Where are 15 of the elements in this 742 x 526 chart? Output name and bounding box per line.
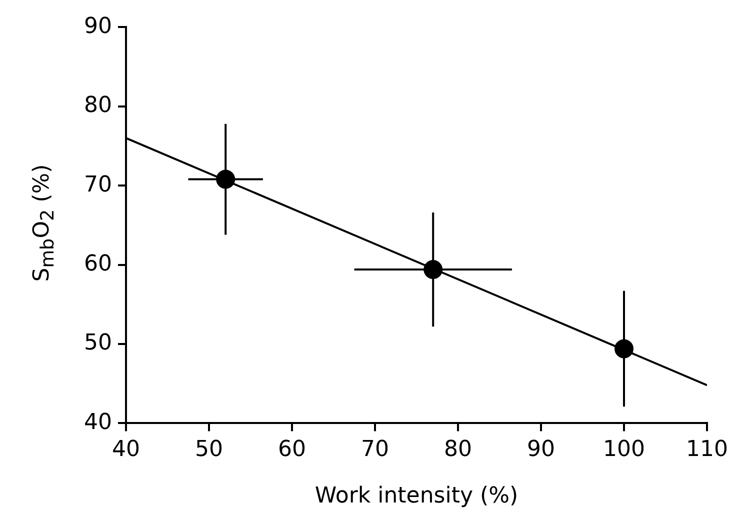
x-tick-label: 70 bbox=[361, 437, 389, 462]
x-tick-label: 50 bbox=[194, 437, 223, 462]
x-tick-label: 90 bbox=[527, 437, 555, 462]
x-tick-label: 80 bbox=[444, 437, 472, 462]
y-tick-label: 60 bbox=[84, 252, 112, 277]
x-tick-label: 110 bbox=[686, 437, 728, 462]
x-tick-label: 100 bbox=[603, 437, 646, 462]
y-tick-label: 50 bbox=[84, 330, 112, 356]
y-tick-label: 80 bbox=[84, 93, 112, 118]
y-tick-label: 70 bbox=[84, 172, 112, 198]
x-axis-title: Work intensity (%) bbox=[314, 484, 518, 509]
x-tick-label: 40 bbox=[112, 437, 140, 462]
x-tick-label: 60 bbox=[278, 437, 306, 462]
y-tick-label: 40 bbox=[84, 410, 112, 435]
y-tick-label: 90 bbox=[84, 14, 112, 39]
